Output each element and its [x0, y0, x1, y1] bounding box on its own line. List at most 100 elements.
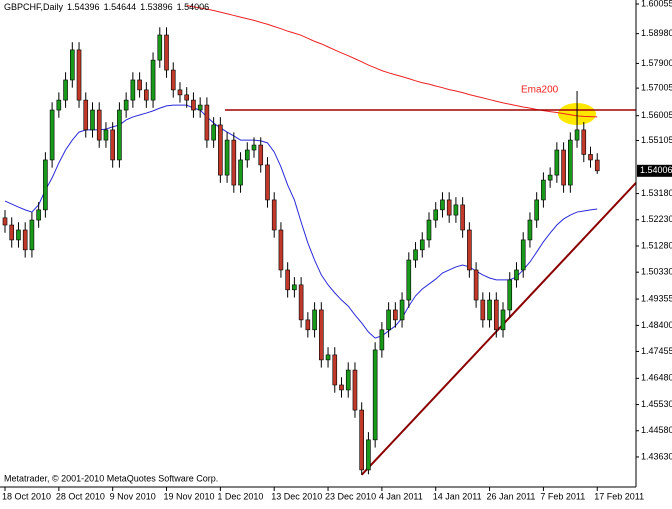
candle-body: [144, 89, 149, 101]
candle-body: [164, 34, 169, 71]
x-tick-label: 13 Dec 2010: [271, 491, 322, 501]
candle-body: [110, 129, 115, 161]
header-low: 1.53896: [140, 2, 173, 12]
candle-body: [352, 369, 358, 411]
candle-body: [419, 239, 425, 251]
candle-body: [446, 199, 452, 216]
candle-body: [43, 159, 48, 211]
candle-body: [480, 299, 486, 321]
candle-body: [453, 204, 459, 216]
y-tick-label: 1.43630: [641, 451, 672, 461]
candle-body: [292, 284, 297, 291]
candle-body: [399, 299, 405, 321]
candle-body: [413, 249, 418, 261]
candle-body: [224, 139, 230, 176]
candle-body: [36, 209, 41, 221]
candle-body: [137, 79, 142, 91]
candle-body: [541, 179, 546, 201]
candle-body: [16, 229, 21, 241]
candle-body: [238, 159, 243, 186]
candle-body: [251, 144, 257, 151]
y-tick-label: 1.45530: [641, 399, 672, 409]
x-tick-label: 7 Feb 2011: [540, 491, 585, 501]
y-tick-label: 1.52230: [641, 214, 672, 224]
candle-body: [157, 34, 163, 61]
header-close: 1.54006: [177, 2, 210, 12]
candle-body: [547, 174, 553, 181]
x-tick-label: 19 Nov 2010: [164, 491, 215, 501]
candle-body: [130, 79, 136, 101]
trend-line: [360, 182, 637, 476]
candle-body: [117, 109, 122, 161]
candle-body: [211, 124, 216, 141]
candle-body: [285, 269, 290, 291]
candle-body: [170, 69, 176, 91]
y-tick-label: 1.55105: [641, 135, 672, 145]
indicator-line: [186, 5, 598, 118]
candle-body: [386, 309, 391, 331]
y-tick-label: 1.49355: [641, 293, 672, 303]
candle-body: [298, 284, 304, 321]
current-price-label: 1.54006: [640, 165, 672, 175]
candle-body: [581, 129, 587, 155]
candle-body: [83, 99, 89, 131]
indicator-line: [4, 104, 598, 339]
candle-body: [2, 217, 8, 226]
y-tick-label: 1.58980: [641, 28, 672, 38]
candle-body: [96, 109, 102, 141]
y-tick-label: 1.57900: [641, 58, 672, 68]
header-open: 1.54396: [67, 2, 100, 12]
candle-body: [406, 259, 412, 301]
candle-body: [271, 199, 277, 231]
candle-body: [345, 369, 351, 391]
x-tick-label: 9 Nov 2010: [110, 491, 156, 501]
candle-body: [278, 229, 284, 271]
candle-body: [527, 219, 533, 241]
y-tick-label: 1.56005: [641, 110, 672, 120]
x-tick-label: 4 Jan 2011: [379, 491, 423, 501]
candle-body: [305, 319, 311, 331]
candle-body: [218, 124, 223, 176]
y-tick-label: 1.53180: [641, 188, 672, 198]
candle-body: [90, 109, 95, 131]
candle-body: [332, 354, 338, 386]
symbol: GBPCHF,Daily: [4, 2, 64, 12]
x-tick-label: 28 Oct 2010: [56, 491, 105, 501]
candle-body: [440, 199, 445, 211]
plot-area: [2, 5, 637, 476]
candle-body: [372, 349, 378, 441]
candle-body: [561, 149, 566, 186]
y-tick-label: 1.51280: [641, 240, 672, 250]
chart-header: GBPCHF,Daily 1.54396 1.54644 1.53896 1.54006: [4, 2, 209, 12]
candle-body: [393, 309, 398, 321]
copyright: Metatrader, © 2001-2010 MetaQuotes Softw…: [4, 473, 218, 483]
candle-body: [554, 149, 560, 176]
y-tick-label: 1.46480: [641, 373, 672, 383]
x-tick-label: 23 Dec 2010: [325, 491, 376, 501]
candle-body: [123, 99, 129, 111]
candle-body: [191, 99, 196, 111]
candle-body: [9, 224, 15, 241]
candle-body: [265, 164, 270, 201]
y-tick-label: 1.47455: [641, 346, 672, 356]
candle-body: [49, 109, 55, 161]
candle-body: [574, 129, 580, 141]
candle-body: [325, 354, 331, 361]
candle-body: [594, 159, 600, 172]
candle-body: [244, 149, 250, 161]
candle-body: [258, 144, 264, 166]
candle-body: [520, 239, 526, 271]
candle-body: [359, 409, 364, 471]
candle-body: [426, 219, 432, 241]
candle-body: [339, 384, 344, 391]
current-price-box: [637, 164, 672, 177]
candle-body: [493, 299, 499, 331]
candle-body: [460, 204, 465, 231]
candle-body: [22, 229, 28, 251]
candle-body: [487, 299, 492, 321]
candle-body: [184, 94, 190, 101]
